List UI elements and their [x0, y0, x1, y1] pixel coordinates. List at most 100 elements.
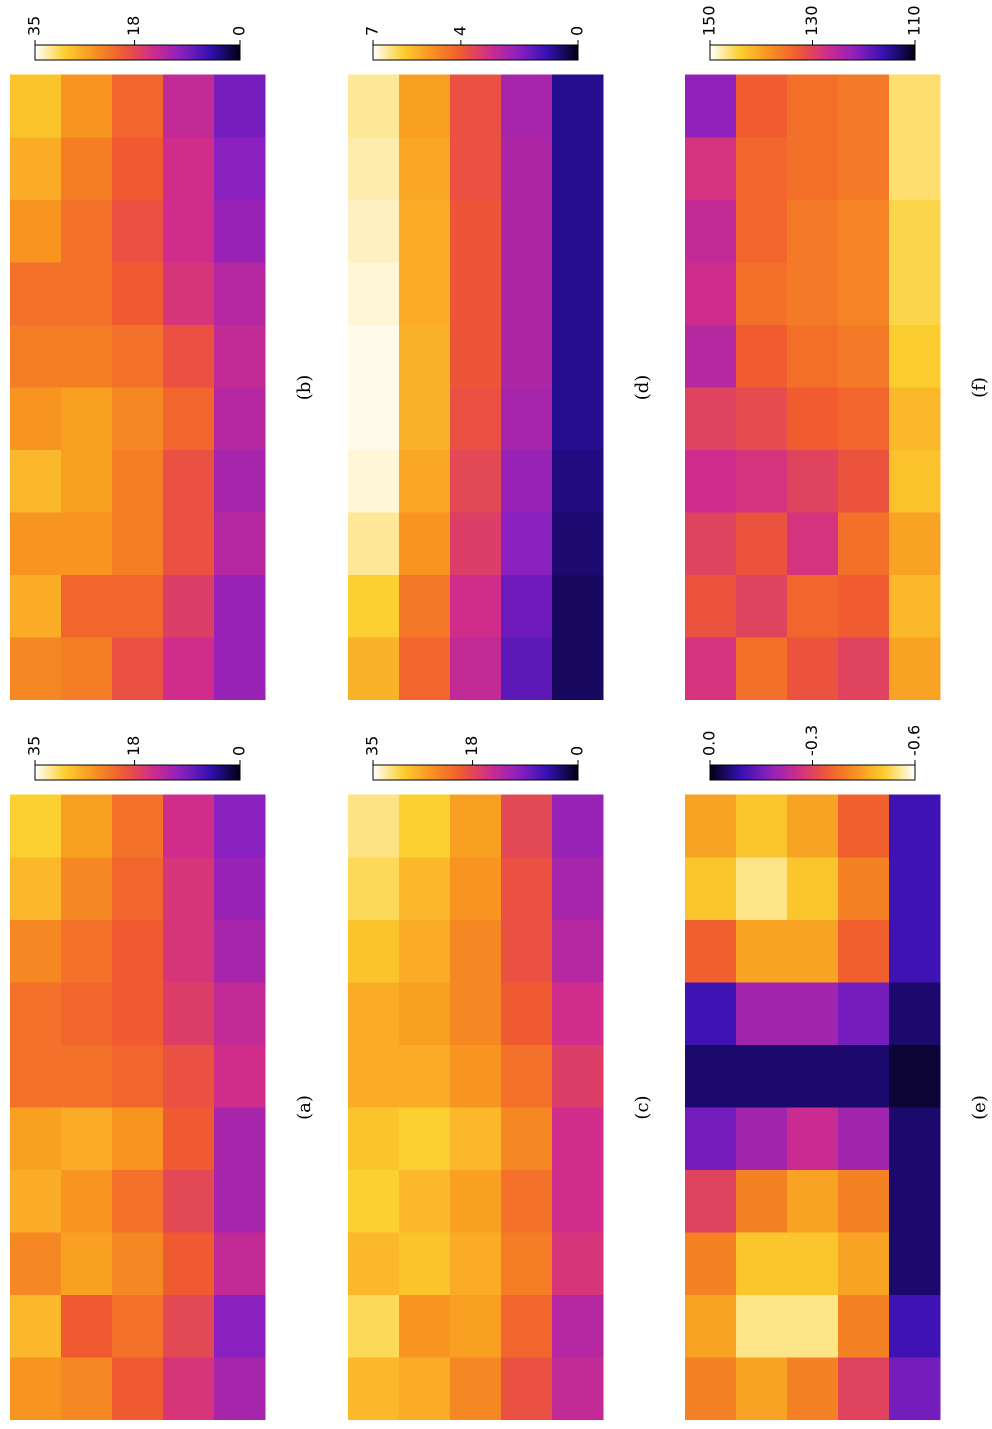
colorbar-tick-label: 150 — [700, 5, 719, 36]
heatmap-cell — [399, 512, 451, 575]
heatmap-cell — [838, 1044, 890, 1108]
heatmap-cell — [10, 137, 62, 200]
heatmap-cell — [685, 137, 737, 200]
heatmap-cell — [838, 262, 890, 325]
heatmap-cell — [501, 1294, 553, 1358]
heatmap-cell — [61, 137, 113, 200]
heatmap-cell — [214, 637, 266, 700]
heatmap-cell — [112, 982, 164, 1045]
heatmap-cell — [501, 982, 553, 1045]
heatmap-cell — [450, 1169, 502, 1233]
heatmap-cell — [10, 1169, 62, 1233]
heatmap-cell — [501, 137, 553, 200]
colorbar-tick-label: 18 — [124, 16, 143, 36]
heatmap-cell — [214, 1357, 266, 1420]
heatmap-cell — [787, 1357, 839, 1420]
heatmap-cell — [10, 857, 62, 920]
heatmap-cell — [889, 794, 941, 858]
heatmap-cell — [348, 1357, 400, 1420]
heatmap-cell — [61, 262, 113, 325]
heatmap-cell — [348, 1107, 400, 1170]
heatmap-cell — [214, 387, 266, 450]
heatmap-cell — [163, 199, 215, 263]
heatmap-cell — [214, 574, 266, 638]
heatmap-cell — [501, 1357, 553, 1420]
heatmap-cell — [163, 1044, 215, 1108]
heatmap-cell — [348, 574, 400, 638]
heatmap-cell — [163, 919, 215, 983]
heatmap-cell — [552, 857, 604, 920]
panel: 0 18 35 (c) — [348, 736, 653, 1420]
heatmap-cell — [736, 324, 788, 388]
heatmap-cell — [736, 137, 788, 200]
colorbar-tick-label: 18 — [462, 736, 481, 756]
heatmap-cell — [112, 1107, 164, 1170]
heatmap-cell — [787, 1044, 839, 1108]
heatmap-cell — [736, 637, 788, 700]
colorbar-tick-label: 0.0 — [700, 731, 719, 756]
colorbar-tick-label: 35 — [25, 16, 44, 36]
heatmap-cell — [501, 919, 553, 983]
heatmap-cell — [787, 857, 839, 920]
panel: 0 4 7 (d) — [348, 26, 653, 700]
heatmap-cell — [61, 637, 113, 700]
heatmap-cell — [552, 1044, 604, 1108]
panel-caption: (a) — [294, 1095, 315, 1120]
rotated-figure: 0 18 35 (a) 0 18 35 (b) 0 18 35 (c) 0 4 7 (d) -0.6 -0.3 0.… — [10, 5, 990, 1420]
heatmap-cell — [214, 919, 266, 983]
heatmap-cell — [552, 137, 604, 200]
heatmap-cell — [838, 794, 890, 858]
heatmap-cell — [838, 637, 890, 700]
heatmap-cell — [685, 324, 737, 388]
heatmap-cell — [112, 512, 164, 575]
heatmap-cell — [214, 1107, 266, 1170]
heatmap-cell — [163, 1232, 215, 1295]
heatmap-cell — [61, 794, 113, 858]
heatmap-cell — [787, 74, 839, 138]
heatmap-cell — [736, 857, 788, 920]
heatmap-cell — [399, 1357, 451, 1420]
heatmap-cell — [399, 574, 451, 638]
heatmap-cell — [450, 1107, 502, 1170]
heatmap-cell — [399, 637, 451, 700]
heatmap-cell — [61, 919, 113, 983]
heatmap-cell — [399, 1044, 451, 1108]
heatmap-cell — [348, 637, 400, 700]
heatmap-cell — [450, 794, 502, 858]
heatmap-cell — [163, 1107, 215, 1170]
heatmap-cell — [348, 387, 400, 450]
heatmap-cell — [685, 199, 737, 263]
heatmap-cell — [10, 1294, 62, 1358]
heatmap-cell — [501, 449, 553, 513]
heatmap-cell — [889, 1169, 941, 1233]
panel: 110 130 150 (f) — [685, 5, 990, 700]
heatmap-cell — [787, 262, 839, 325]
heatmap-cell — [399, 137, 451, 200]
heatmap-cell — [112, 794, 164, 858]
heatmap-cell — [399, 919, 451, 983]
colorbar-tick-label: 4 — [450, 26, 469, 36]
heatmap-cell — [348, 857, 400, 920]
heatmap-cell — [552, 262, 604, 325]
heatmap-cell — [214, 982, 266, 1045]
heatmap-cell — [163, 1357, 215, 1420]
heatmap-cell — [889, 1044, 941, 1108]
heatmap-cell — [163, 574, 215, 638]
heatmap-cell — [736, 794, 788, 858]
heatmap-cell — [685, 919, 737, 983]
colorbar — [709, 764, 916, 781]
heatmap-cell — [838, 1232, 890, 1295]
heatmap-cell — [348, 919, 400, 983]
heatmap-cell — [163, 449, 215, 513]
heatmap-cell — [889, 1232, 941, 1295]
heatmap-cell — [10, 982, 62, 1045]
heatmap-cell — [214, 1232, 266, 1295]
heatmap-cell — [889, 512, 941, 575]
heatmap-cell — [112, 387, 164, 450]
heatmap-cell — [838, 574, 890, 638]
heatmap-cell — [685, 449, 737, 513]
heatmap-cell — [10, 74, 62, 138]
heatmap-cell — [214, 74, 266, 138]
heatmap-cell — [685, 857, 737, 920]
heatmap-cell — [736, 574, 788, 638]
